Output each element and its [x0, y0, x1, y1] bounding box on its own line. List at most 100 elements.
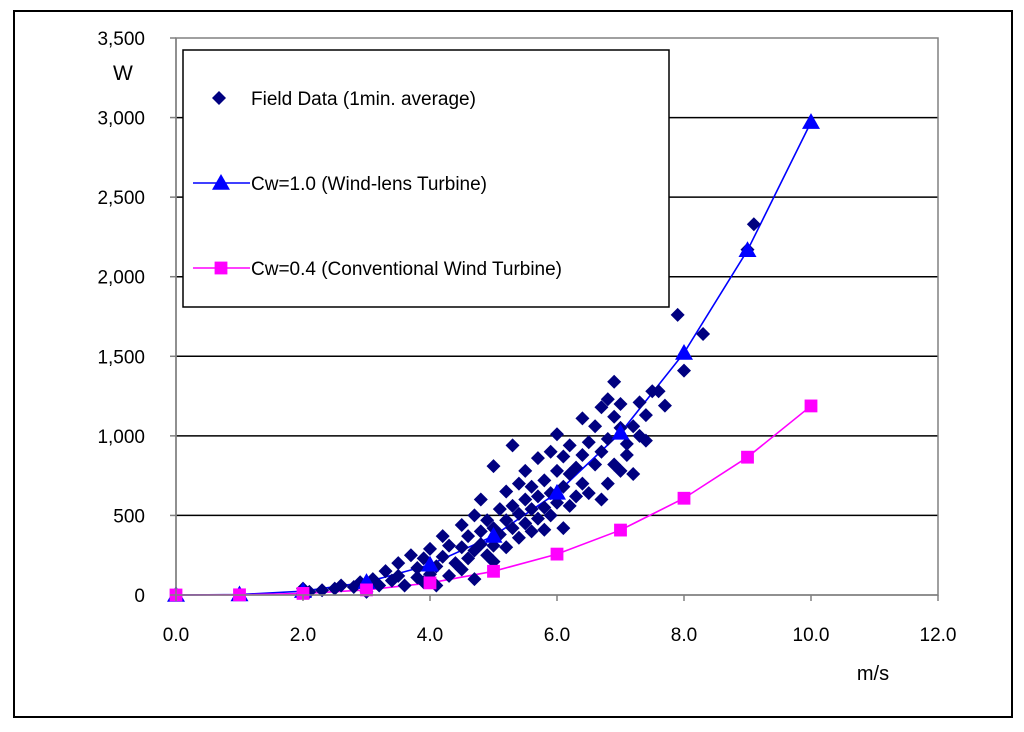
- series-point: [484, 526, 503, 543]
- scatter-point: [638, 433, 653, 448]
- scatter-point: [543, 508, 558, 523]
- scatter-point: [600, 392, 615, 407]
- scatter-point: [530, 451, 545, 466]
- scatter-point: [524, 502, 539, 517]
- scatter-point: [518, 516, 533, 531]
- scatter-point: [638, 408, 653, 423]
- scatter-point: [613, 463, 628, 478]
- scatter-point: [530, 511, 545, 526]
- scatter-point: [524, 479, 539, 494]
- x-tick-label: 2.0: [290, 625, 316, 646]
- scatter-point: [588, 457, 603, 472]
- scatter-point: [537, 473, 552, 488]
- series-point: [487, 564, 500, 578]
- scatter-point: [454, 517, 469, 532]
- scatter-point: [454, 562, 469, 577]
- scatter-point: [607, 409, 622, 424]
- x-tick-label: 10.0: [793, 625, 830, 646]
- scatter-point: [600, 476, 615, 491]
- x-tick-label: 0.0: [163, 625, 189, 646]
- legend-marker: [214, 261, 228, 275]
- series-point: [423, 576, 437, 590]
- scatter-point: [423, 541, 437, 556]
- scatter-point: [334, 578, 349, 593]
- scatter-point: [632, 395, 647, 410]
- scatter-point: [575, 411, 590, 426]
- legend-label: Cw=1.0 (Wind-lens Turbine): [251, 174, 487, 195]
- scatter-point: [651, 384, 666, 399]
- y-tick-label: 3,000: [97, 109, 145, 130]
- scatter-point: [486, 459, 501, 474]
- scatter-point: [600, 432, 615, 447]
- y-tick-label: 1,500: [97, 347, 145, 368]
- scatter-point: [518, 463, 533, 478]
- scatter-point: [677, 363, 691, 378]
- scatter-point: [391, 568, 406, 583]
- scatter-point: [435, 549, 450, 564]
- series-point: [611, 423, 630, 440]
- legend: Field Data (1min. average) Cw=1.0 (Wind-l…: [182, 49, 670, 308]
- series-layer: [167, 113, 820, 602]
- scatter-point: [499, 484, 514, 499]
- scatter-point: [315, 583, 330, 598]
- scatter-point: [480, 513, 495, 528]
- legend-box: [182, 49, 670, 308]
- scatter-point: [473, 537, 488, 552]
- scatter-point: [569, 460, 584, 475]
- y-tick-label: 1,000: [97, 427, 145, 448]
- scatter-point: [505, 521, 520, 536]
- y-tick-label: 0: [134, 586, 145, 607]
- scatter-point: [581, 486, 596, 501]
- scatter-point: [397, 578, 412, 593]
- scatter-point: [473, 492, 488, 507]
- series-point: [614, 523, 627, 537]
- scatter-point: [511, 530, 526, 545]
- series-point: [296, 587, 310, 600]
- scatter-point: [442, 538, 457, 553]
- scatter-point: [594, 492, 609, 507]
- scatter-point: [505, 498, 520, 513]
- scatter-point: [670, 307, 685, 322]
- legend-items: Field Data (1min. average) Cw=1.0 (Wind-l…: [193, 89, 562, 280]
- scatter-point: [569, 489, 584, 504]
- series-point: [802, 113, 820, 129]
- x-tick-label: 4.0: [417, 625, 443, 646]
- scatter-point: [581, 435, 596, 450]
- scatter-point: [594, 400, 609, 415]
- scatter-point: [607, 374, 622, 389]
- legend-marker: [212, 91, 226, 105]
- scatter-point: [530, 489, 545, 504]
- y-tick-label: 2,500: [97, 188, 145, 209]
- y-axis-label: W: [113, 62, 133, 85]
- scatter-point: [492, 502, 507, 517]
- scatter-point: [575, 447, 590, 462]
- series-point: [804, 399, 818, 413]
- scatter-point: [626, 467, 641, 482]
- scatter-point: [372, 578, 387, 593]
- y-tick-label: 500: [113, 506, 145, 527]
- series-point: [548, 483, 566, 500]
- scatter-point: [454, 540, 469, 555]
- scatter-point: [518, 492, 533, 507]
- x-tick-label: 12.0: [920, 625, 957, 646]
- series-point: [677, 491, 691, 505]
- scatter-point: [511, 476, 526, 491]
- axis-layer: 0 500 1,000 1,500 2,000 2,500 3,000 3,500 0.0 2.0…: [97, 29, 956, 646]
- scatter-point: [556, 449, 571, 464]
- legend-label: Field Data (1min. average): [251, 89, 476, 110]
- x-tick-label: 6.0: [544, 625, 570, 646]
- scatter-point: [594, 444, 609, 459]
- scatter-point: [467, 572, 482, 587]
- x-axis-label: m/s: [857, 663, 889, 685]
- y-tick-label: 3,500: [97, 29, 145, 50]
- y-tick-label: 2,000: [97, 268, 145, 289]
- scatter-point: [550, 463, 564, 478]
- scatter-point: [696, 327, 711, 342]
- legend-marker: [212, 174, 230, 190]
- series-point: [675, 343, 693, 360]
- scatter-point: [543, 444, 558, 459]
- series-point: [421, 555, 439, 572]
- scatter-point: [505, 438, 520, 453]
